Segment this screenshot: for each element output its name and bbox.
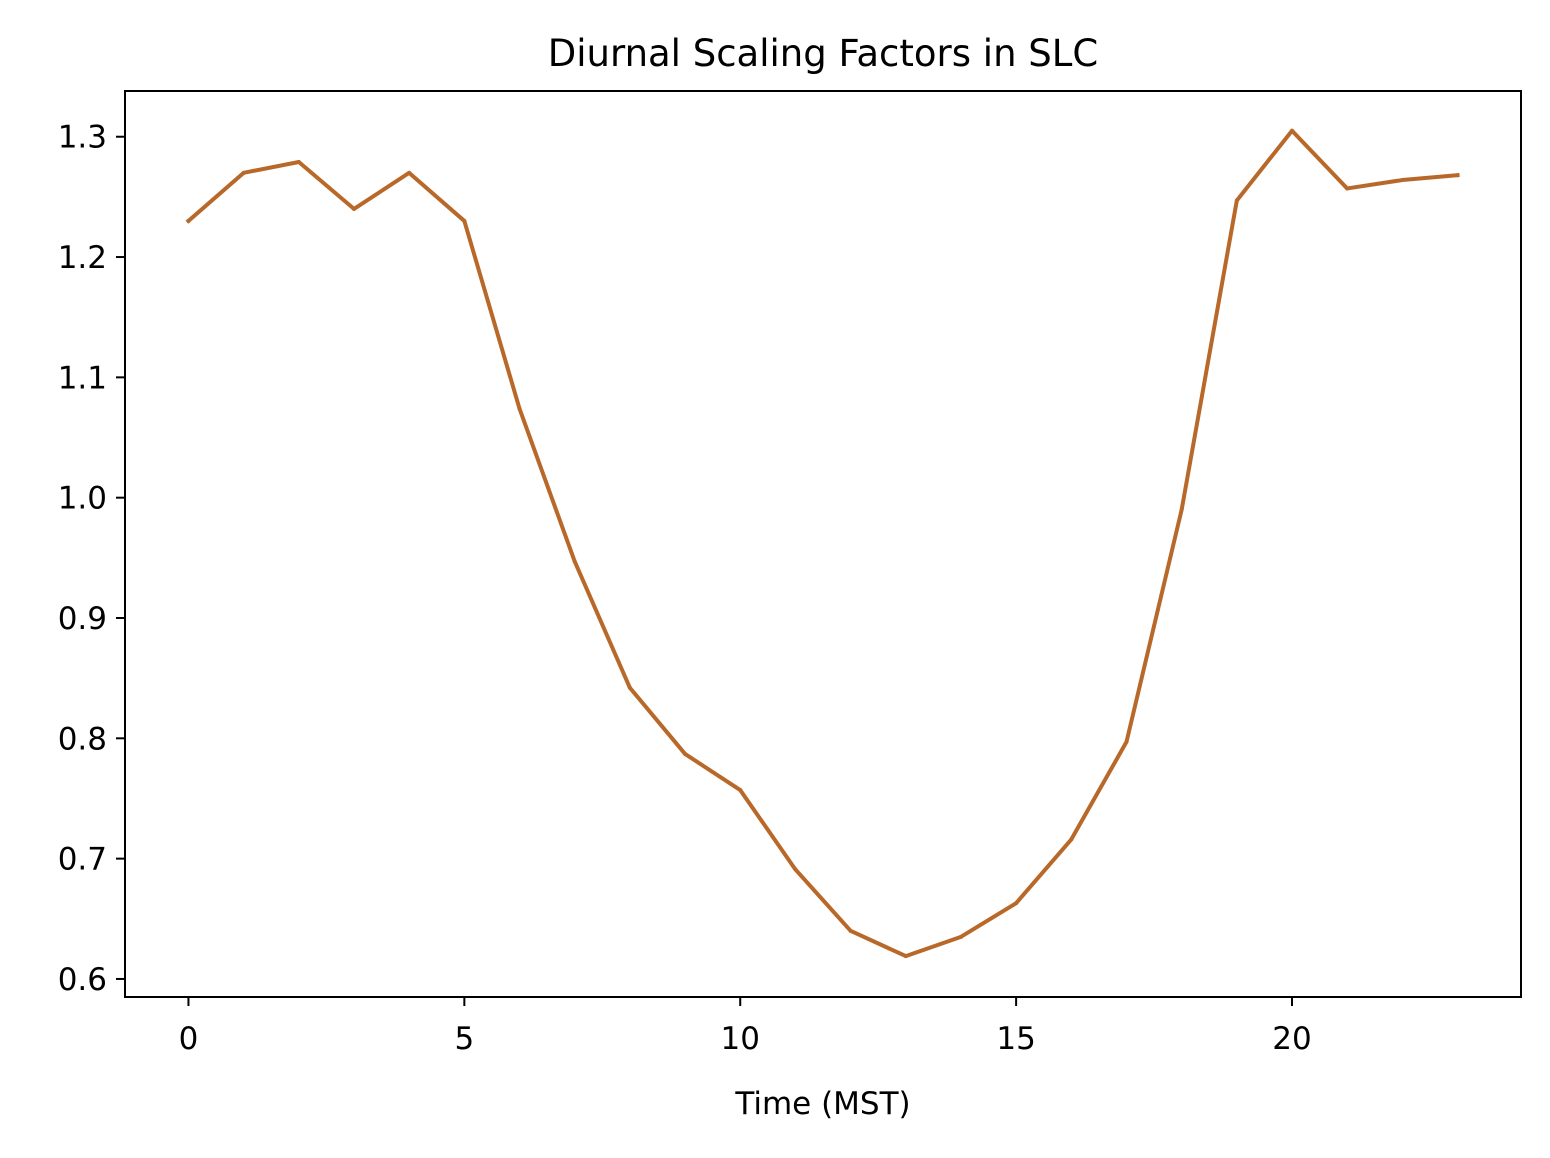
- x-axis-label: Time (MST): [734, 1086, 910, 1122]
- x-tick-label: 5: [454, 1021, 474, 1057]
- data-point: [296, 159, 301, 164]
- x-tick-label: 15: [996, 1021, 1035, 1057]
- y-tick-label: 1.2: [58, 240, 107, 276]
- data-point: [517, 406, 522, 411]
- chart-title: Diurnal Scaling Factors in SLC: [548, 32, 1098, 75]
- data-point: [903, 954, 908, 959]
- y-tick-label: 0.6: [58, 962, 107, 998]
- data-layer: [185, 128, 1460, 959]
- y-tick-label: 0.9: [58, 601, 107, 637]
- data-point: [351, 206, 356, 211]
- y-tick-label: 1.1: [58, 360, 107, 396]
- data-point: [848, 928, 853, 933]
- y-tick-label: 1.3: [58, 120, 107, 156]
- data-point: [683, 751, 688, 756]
- data-point: [186, 218, 191, 223]
- data-point: [1014, 901, 1019, 906]
- data-point: [1069, 837, 1074, 842]
- data-point: [1179, 507, 1184, 512]
- data-point: [1345, 186, 1350, 191]
- plot-area: [125, 91, 1521, 997]
- data-point: [1455, 173, 1460, 178]
- data-point: [793, 867, 798, 872]
- y-axis: 0.6 0.7 0.8 0.9 1.0 1.1 1.2 1.3: [58, 120, 125, 998]
- data-point: [1290, 128, 1295, 133]
- y-tick-label: 0.8: [58, 721, 107, 757]
- y-tick-label: 0.7: [58, 842, 107, 878]
- series-line: [185, 128, 1460, 959]
- data-point: [958, 934, 963, 939]
- data-point: [407, 170, 412, 175]
- data-point: [738, 788, 743, 793]
- data-point: [627, 685, 632, 690]
- data-point: [241, 170, 246, 175]
- data-point: [1234, 198, 1239, 203]
- data-point: [1124, 739, 1129, 744]
- x-tick-label: 0: [179, 1021, 199, 1057]
- x-axis: 0 5 10 15 20: [179, 997, 1312, 1057]
- data-point: [572, 559, 577, 564]
- plot-frame: [124, 90, 1522, 998]
- y-tick-label: 1.0: [58, 481, 107, 517]
- x-tick-label: 10: [721, 1021, 760, 1057]
- data-point: [462, 218, 467, 223]
- data-point: [1400, 178, 1405, 183]
- x-tick-label: 20: [1272, 1021, 1311, 1057]
